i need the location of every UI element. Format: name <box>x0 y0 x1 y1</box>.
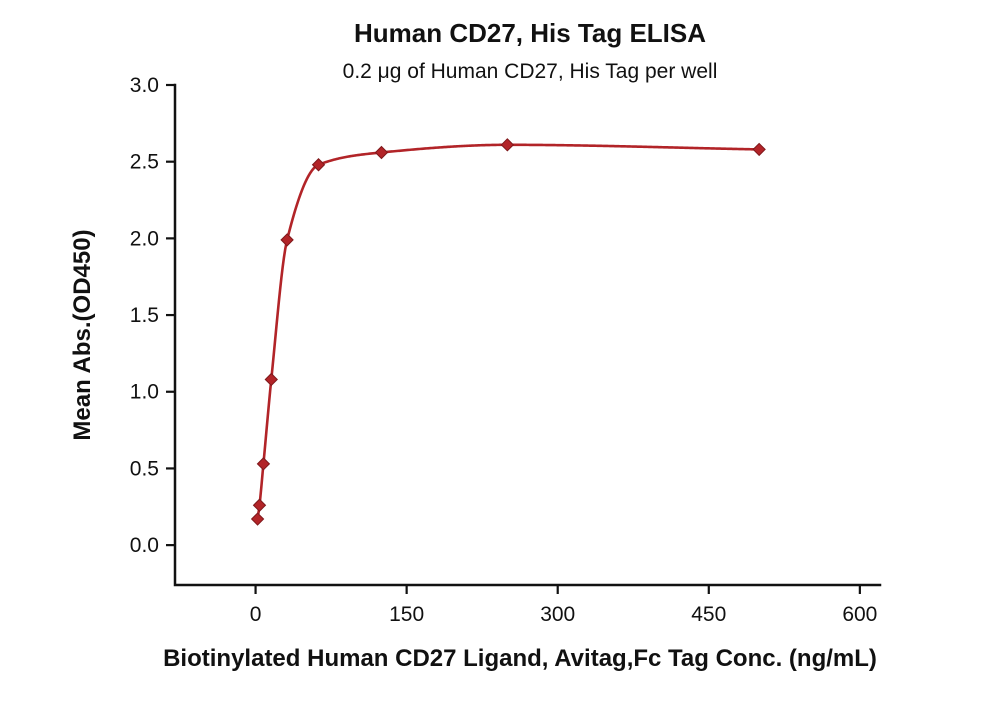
data-points <box>250 138 766 526</box>
y-ticks: 0.0 0.5 1.0 1.5 2.0 2.5 3.0 <box>130 74 175 557</box>
x-tick-label: 300 <box>540 603 575 626</box>
y-tick-label: 0.0 <box>130 534 159 557</box>
axis-frame <box>173 83 882 587</box>
x-tick-label: 600 <box>842 603 877 626</box>
data-point-marker <box>500 138 515 152</box>
data-point-marker <box>256 457 271 471</box>
data-point-marker <box>264 372 278 387</box>
y-tick-label: 1.0 <box>130 381 159 404</box>
data-point-marker <box>752 142 766 157</box>
axes <box>173 83 882 587</box>
data-point-marker <box>280 233 294 247</box>
x-tick-label: 450 <box>691 603 726 626</box>
x-tick-label: 150 <box>389 603 424 626</box>
chart-subtitle: 0.2 μg of Human CD27, His Tag per well <box>343 60 718 83</box>
chart-title: Human CD27, His Tag ELISA <box>354 18 706 48</box>
fit-curve <box>256 143 760 520</box>
y-tick-label: 2.0 <box>130 227 159 250</box>
x-tick-label: 0 <box>250 603 262 626</box>
y-tick-label: 1.5 <box>130 304 159 327</box>
y-axis-label: Mean Abs.(OD450) <box>69 229 96 440</box>
data-point-marker <box>250 512 265 526</box>
y-tick-label: 0.5 <box>130 457 159 480</box>
y-tick-label: 2.5 <box>130 151 159 174</box>
data-point-marker <box>374 145 389 160</box>
fit-curve-path <box>256 143 760 520</box>
data-point-marker <box>311 158 326 172</box>
data-point-marker <box>252 498 267 512</box>
x-ticks: 0 150 300 450 600 <box>250 585 877 626</box>
y-tick-label: 3.0 <box>130 74 159 97</box>
x-axis-label: Biotinylated Human CD27 Ligand, Avitag,F… <box>163 645 877 672</box>
